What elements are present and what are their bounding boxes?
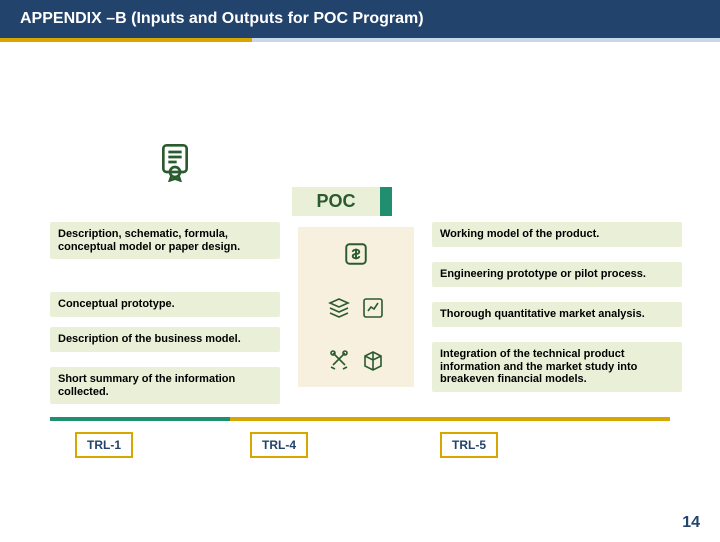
- left-input-box-3: Short summary of the information collect…: [50, 367, 280, 404]
- header-title-bar: APPENDIX –B (Inputs and Outputs for POC …: [0, 0, 720, 38]
- icon-row-1: [343, 241, 369, 267]
- certificate-icon: [155, 142, 195, 187]
- left-input-box-2: Description of the business model.: [50, 327, 280, 352]
- left-input-box-1: Conceptual prototype.: [50, 292, 280, 317]
- trl-band-green-segment: [50, 417, 230, 421]
- layers-icon: [327, 296, 351, 320]
- left-input-box-0: Description, schematic, formula, concept…: [50, 222, 280, 259]
- trl-label-0: TRL-1: [75, 432, 133, 458]
- right-output-box-1: Engineering prototype or pilot process.: [432, 262, 682, 287]
- center-icon-panel: [298, 227, 414, 387]
- chart-icon: [361, 296, 385, 320]
- poc-label-text: POC: [316, 191, 355, 211]
- trl-label-1: TRL-4: [250, 432, 308, 458]
- right-output-box-3: Integration of the technical product inf…: [432, 342, 682, 392]
- header-title: APPENDIX –B (Inputs and Outputs for POC …: [20, 10, 424, 27]
- dollar-icon: [343, 241, 369, 267]
- tools-icon: [327, 349, 351, 373]
- right-output-box-0: Working model of the product.: [432, 222, 682, 247]
- slide-content: POC Description, schematic, formula, con…: [0, 42, 720, 542]
- page-number: 14: [682, 514, 700, 532]
- trl-label-2: TRL-5: [440, 432, 498, 458]
- icon-row-2: [327, 296, 385, 320]
- poc-label: POC: [292, 187, 392, 216]
- icon-row-3: [327, 349, 385, 373]
- right-output-box-2: Thorough quantitative market analysis.: [432, 302, 682, 327]
- cube-icon: [361, 349, 385, 373]
